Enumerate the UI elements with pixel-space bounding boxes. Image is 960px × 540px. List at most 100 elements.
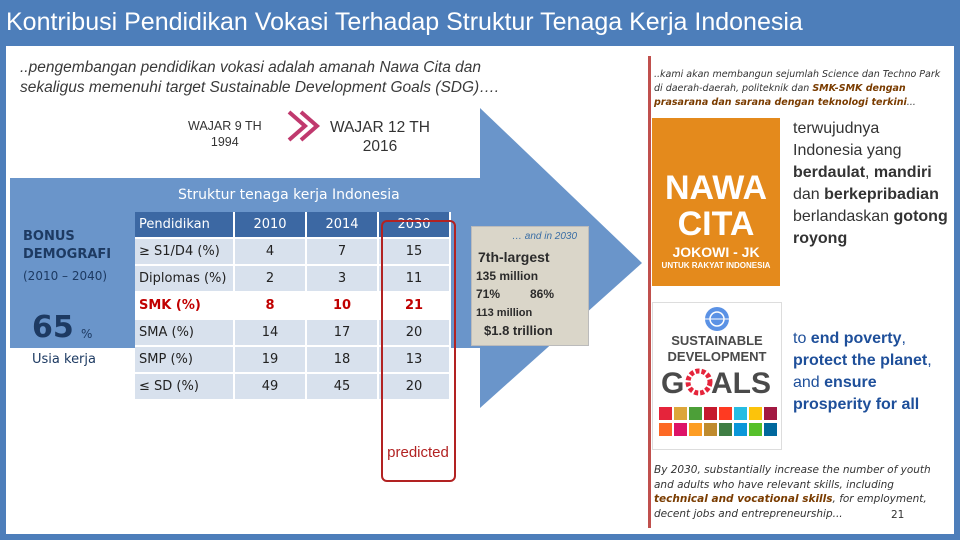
table-row: Diplomas (%) 2 3 11	[135, 265, 451, 293]
table-cell: 15	[378, 238, 451, 266]
bonus-years: (2010 – 2040)	[23, 269, 108, 283]
nawa-cita-quote: ..kami akan membangun sejumlah Science d…	[654, 68, 944, 110]
indonesia-2030-infographic: … and in 2030 7th-largest 135 million 71…	[471, 226, 589, 346]
table-cell: ≤ SD (%)	[135, 373, 235, 401]
struktur-table: Pendidikan 2010 2014 2030 ≥ S1/D4 (%) 4 …	[135, 212, 451, 401]
sdg-text: ,	[901, 330, 906, 347]
table-cell: 19	[234, 346, 307, 374]
bonus-demografi: BONUS DEMOGRAFI	[23, 228, 111, 264]
bonus-percentage: 65	[32, 310, 74, 345]
struktur-title: Struktur tenaga kerja Indonesia	[178, 187, 400, 203]
wajar-12-title: WAJAR 12 TH	[330, 119, 430, 136]
wajar-12-year: 2016	[362, 138, 398, 155]
kami-highlight: SMK-SMK dengan prasarana dan sarana deng…	[654, 83, 907, 108]
table-cell: 8	[234, 292, 307, 320]
predicted-label: predicted	[387, 444, 449, 461]
wajar-9-label: WAJAR 9 TH 1994	[188, 118, 262, 150]
cita-word: CITA	[677, 205, 755, 243]
bonus-percentage-sign: %	[81, 327, 93, 341]
table-cell: ≥ S1/D4 (%)	[135, 238, 235, 266]
table-cell: 17	[306, 319, 379, 347]
intro-quote: ..pengembangan pendidikan vokasi adalah …	[20, 58, 620, 98]
table-cell: 4	[234, 238, 307, 266]
sdg-goal: to end poverty, protect the planet, and …	[793, 328, 953, 416]
quote-line-1: ..pengembangan pendidikan vokasi adalah …	[20, 59, 482, 76]
infographic-header: … and in 2030	[512, 231, 578, 242]
table-row: ≥ S1/D4 (%) 4 7 15	[135, 238, 451, 266]
goal-bold: gotong royong	[793, 208, 948, 247]
table-row-smk: SMK (%) 8 10 21	[135, 292, 451, 320]
untuk-rakyat-text: UNTUK RAKYAT INDONESIA	[661, 261, 771, 270]
wajar-12-label: WAJAR 12 TH 2016	[330, 118, 430, 156]
sdg-line-1: SUSTAINABLE	[671, 333, 763, 348]
table-cell: SMP (%)	[135, 346, 235, 374]
table-header-cell: 2030	[378, 212, 451, 239]
goal-bold: mandiri	[873, 164, 932, 181]
table-cell: 49	[234, 373, 307, 401]
table-cell: Diplomas (%)	[135, 265, 235, 293]
title-bar	[0, 0, 960, 46]
infographic-pct-b: 86%	[530, 287, 555, 301]
sdg-als: ALS	[711, 367, 771, 400]
goal-text: berlandaskan	[793, 208, 894, 225]
table-cell: 20	[378, 373, 451, 401]
bonus-line-1: BONUS	[23, 229, 75, 244]
sdg-logo-graphic: SUSTAINABLE DEVELOPMENT G ALS	[659, 307, 777, 436]
table-cell: SMA (%)	[135, 319, 235, 347]
nawa-cita-logo: NAWA CITA JOKOWI - JK UNTUK RAKYAT INDON…	[652, 118, 780, 286]
sdg-bold: ensure prosperity for all	[793, 374, 920, 413]
table-cell: 7	[306, 238, 379, 266]
kami-text-end: ...	[906, 97, 916, 108]
infographic-market: $1.8 trillion	[484, 323, 553, 338]
wajar-9-title: WAJAR 9 TH	[188, 119, 262, 133]
target-text-end: , for employment, decent jobs and entrep…	[654, 493, 927, 520]
sdg-text: , and	[793, 352, 932, 391]
table-cell: 20	[378, 319, 451, 347]
infographic-pct-a: 71%	[476, 287, 501, 301]
sdg-bold: protect the planet	[793, 352, 928, 369]
table-cell: 2	[234, 265, 307, 293]
quote-line-2: sekaligus memenuhi target Sustainable De…	[20, 79, 500, 96]
sdg-text: to	[793, 330, 811, 347]
jokowi-jk-text: JOKOWI - JK	[672, 244, 760, 260]
right-frame	[954, 46, 960, 540]
table-cell: 21	[378, 292, 451, 320]
goal-text: ,	[865, 164, 874, 181]
target-text: By 2030, substantially increase the numb…	[654, 464, 931, 491]
table-cell: 13	[378, 346, 451, 374]
table-cell: 18	[306, 346, 379, 374]
sdg-logo: SUSTAINABLE DEVELOPMENT G ALS	[652, 302, 782, 450]
table-header-cell: Pendidikan	[135, 212, 235, 239]
table-cell: 3	[306, 265, 379, 293]
table-cell: 45	[306, 373, 379, 401]
goal-bold: berkepribadian	[824, 186, 939, 203]
table-header-row: Pendidikan 2010 2014 2030	[135, 212, 451, 239]
goal-text: dan	[793, 186, 825, 203]
page-number: 21	[891, 509, 905, 521]
table-cell: 10	[306, 292, 379, 320]
left-frame	[0, 46, 6, 540]
divider-line	[648, 56, 651, 528]
goal-bold: berdaulat	[793, 164, 866, 181]
wajar-9-year: 1994	[210, 135, 239, 149]
bottom-frame	[0, 534, 960, 540]
sdg-bold: end poverty	[810, 330, 902, 347]
table-row: SMP (%) 19 18 13	[135, 346, 451, 374]
slide-title: Kontribusi Pendidikan Vokasi Terhadap St…	[6, 8, 803, 36]
sdg-goal-tiles	[659, 407, 777, 436]
table-header-cell: 2010	[234, 212, 307, 239]
infographic-rank: 7th-largest	[478, 249, 550, 265]
table-header-cell: 2014	[306, 212, 379, 239]
usia-kerja-label: Usia kerja	[32, 352, 96, 367]
target-highlight: technical and vocational skills	[654, 493, 833, 505]
table-cell: 11	[378, 265, 451, 293]
nawa-word: NAWA	[665, 169, 767, 207]
table-row: SMA (%) 14 17 20	[135, 319, 451, 347]
sdg-line-2: DEVELOPMENT	[668, 349, 767, 364]
chevron-right-icon	[287, 110, 321, 142]
nawa-cita-goal: terwujudnya Indonesia yang berdaulat, ma…	[793, 118, 948, 250]
infographic-consumers: 135 million	[476, 269, 539, 283]
table-row: ≤ SD (%) 49 45 20	[135, 373, 451, 401]
infographic-skilled: 113 million	[476, 307, 533, 319]
predicted-column-highlight	[381, 220, 456, 482]
